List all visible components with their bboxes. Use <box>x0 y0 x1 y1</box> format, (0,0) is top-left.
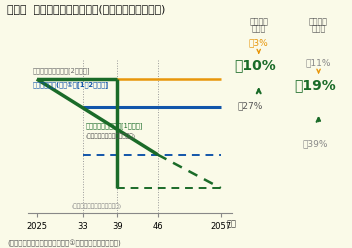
Text: －11%: －11% <box>306 58 331 67</box>
Text: －39%: －39% <box>302 139 328 148</box>
Text: －27%: －27% <box>237 102 263 111</box>
Text: ケース: ケース <box>312 25 326 33</box>
Text: 現行制度・基礎年金[1階部分]: 現行制度・基礎年金[1階部分] <box>86 123 143 129</box>
Text: 図表４  給付水準の低下見通し(現行と調整期間一致): 図表４ 給付水準の低下見通し(現行と調整期間一致) <box>7 4 165 14</box>
Text: －19%: －19% <box>294 78 336 92</box>
Text: －10%: －10% <box>234 58 276 72</box>
Text: (注と資料は図表２と同じ。試算①は資料での試算の番号): (注と資料は図表２と同じ。試算①は資料での試算の番号) <box>7 240 121 247</box>
Text: －3%: －3% <box>249 38 269 47</box>
Text: 年度: 年度 <box>227 219 237 228</box>
Text: ケース: ケース <box>252 25 266 33</box>
Text: 現行制度・厚生年金[2階部分]: 現行制度・厚生年金[2階部分] <box>32 67 90 74</box>
Text: 経済低迷: 経済低迷 <box>309 17 328 26</box>
Text: 調整期間一致(試算①）[1・2階とも]: 調整期間一致(試算①）[1・2階とも] <box>32 81 108 88</box>
Text: (実線は成長実現かつ出生維持): (実線は成長実現かつ出生維持) <box>86 134 136 139</box>
Text: 成長実現: 成長実現 <box>249 17 268 26</box>
Text: (点線は経済低迷かつ出生維持): (点線は経済低迷かつ出生維持) <box>71 204 121 209</box>
